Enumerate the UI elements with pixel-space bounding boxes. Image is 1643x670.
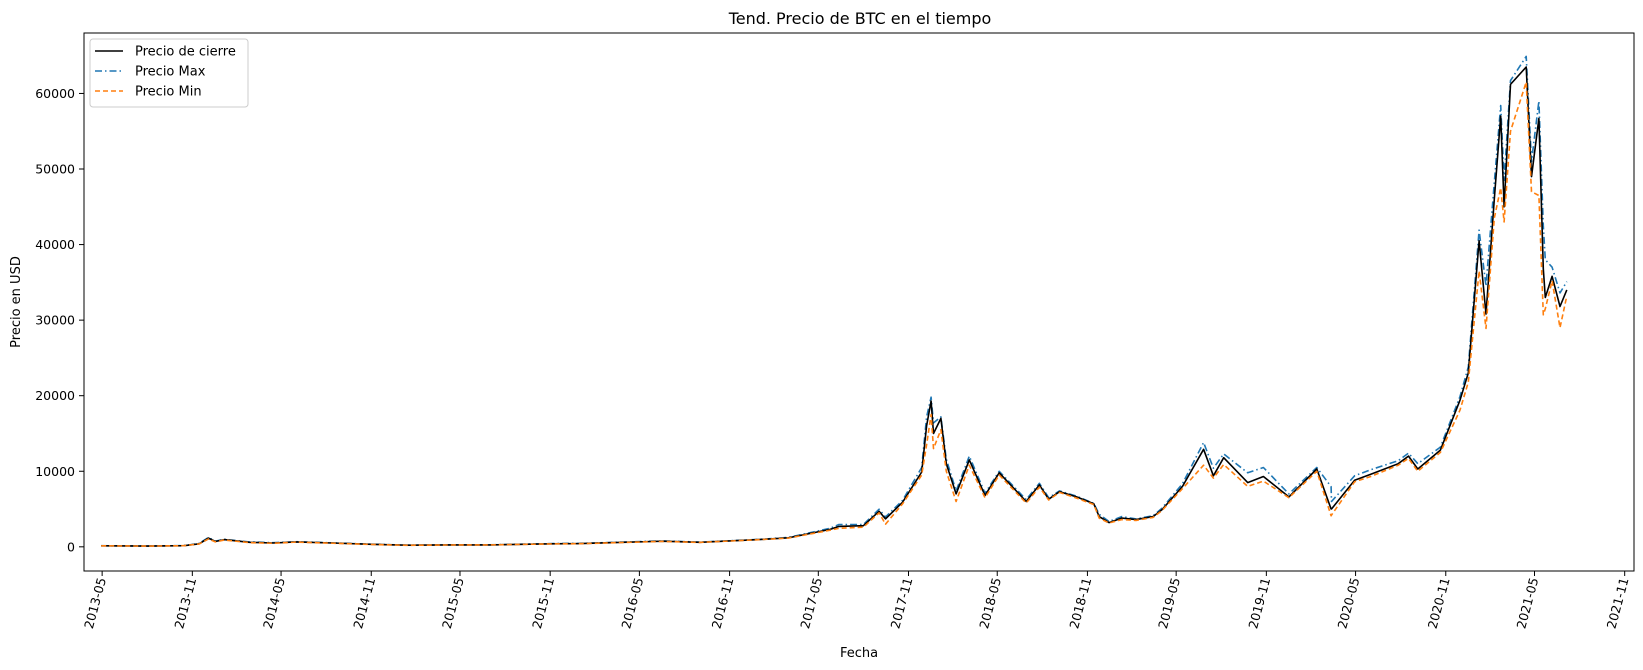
plot-area	[83, 32, 1635, 572]
x-tick-label: 2015-05	[439, 576, 467, 630]
x-tick-label: 2016-05	[618, 576, 646, 630]
x-tick-label: 2016-11	[708, 576, 736, 630]
plot-frame	[83, 32, 1635, 572]
x-tick-label: 2020-11	[1425, 576, 1453, 630]
legend-label: Precio Max	[135, 65, 206, 80]
y-tick-label: 40000	[35, 237, 75, 252]
legend-box	[89, 38, 249, 108]
x-tick-label: 2020-05	[1334, 576, 1362, 630]
y-tick-label: 50000	[35, 162, 75, 177]
x-tick-label: 2018-11	[1066, 576, 1094, 630]
series-line-0	[101, 66, 1568, 547]
y-tick-label: 0	[67, 539, 75, 554]
x-tick-label: 2013-05	[81, 576, 109, 630]
series-line-2	[101, 81, 1568, 547]
x-axis: 2013-05 2013-11 2014-05 2014-11 2015-05 2015-…	[81, 571, 1632, 630]
x-tick-label: 2018-05	[976, 576, 1004, 630]
x-tick-label: 2017-11	[887, 576, 915, 630]
legend: Precio de cierre Precio Max Precio Min	[89, 38, 249, 108]
x-tick-label: 2013-11	[171, 576, 199, 630]
series-layer	[101, 55, 1568, 547]
x-tick-label: 2021-05	[1513, 576, 1541, 630]
y-axis-label: Precio en USD	[9, 256, 24, 348]
x-tick-label: 2019-11	[1245, 576, 1273, 630]
x-tick-label: 2017-05	[797, 576, 825, 630]
x-tick-label: 2014-05	[260, 576, 288, 630]
y-tick-label: 20000	[35, 388, 75, 403]
legend-label: Precio Min	[135, 85, 202, 100]
y-tick-label: 60000	[35, 86, 75, 101]
chart-title: Tend. Precio de BTC en el tiempo	[728, 9, 992, 28]
series-line-1	[101, 55, 1568, 547]
y-axis: 0 10000 20000 30000 40000 50000 60000	[35, 86, 84, 554]
x-tick-label: 2019-05	[1155, 576, 1183, 630]
x-tick-label: 2015-11	[529, 576, 557, 630]
x-tick-label: 2014-11	[350, 576, 378, 630]
legend-label: Precio de cierre	[135, 45, 236, 60]
x-tick-label: 2021-11	[1604, 576, 1632, 630]
y-tick-label: 10000	[35, 464, 75, 479]
y-tick-label: 30000	[35, 313, 75, 328]
x-axis-label: Fecha	[840, 646, 878, 661]
